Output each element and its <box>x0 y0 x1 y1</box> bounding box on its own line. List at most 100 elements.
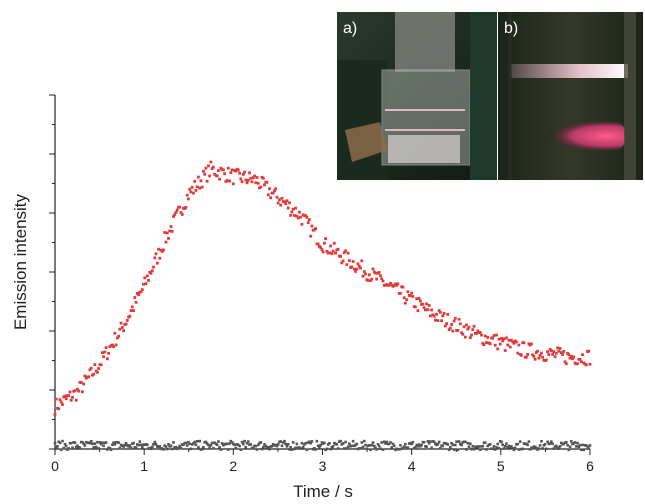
grey-data-point <box>441 444 445 448</box>
red-data-point <box>461 332 465 336</box>
red-data-point <box>564 362 568 366</box>
red-data-point <box>283 200 286 204</box>
red-data-point <box>308 218 311 222</box>
red-data-point <box>458 322 462 326</box>
x-axis-title: Time / s <box>293 482 353 501</box>
red-data-point <box>578 358 582 361</box>
red-data-point <box>497 337 501 341</box>
red-data-point <box>178 205 182 209</box>
grey-data-point <box>416 445 420 448</box>
red-data-point <box>329 244 332 248</box>
grey-data-point <box>192 442 195 445</box>
grey-data-point <box>58 441 62 445</box>
grey-data-point <box>581 443 584 447</box>
red-data-point <box>465 323 468 327</box>
grey-data-point <box>339 439 342 443</box>
grey-data-point <box>139 443 143 447</box>
red-data-point <box>360 259 364 263</box>
red-data-point <box>406 290 410 294</box>
red-data-point <box>193 180 197 183</box>
grey-data-point <box>174 445 178 449</box>
grey-data-point <box>227 448 230 451</box>
red-data-point <box>160 250 164 253</box>
grey-data-point <box>555 444 558 448</box>
grey-data-point <box>567 448 571 452</box>
red-data-point <box>64 397 68 401</box>
red-data-point <box>101 351 104 354</box>
grey-data-point <box>380 441 383 444</box>
red-data-point <box>516 351 520 355</box>
red-data-point <box>568 356 572 360</box>
red-data-point <box>330 252 334 256</box>
red-data-point <box>274 187 278 191</box>
red-data-point <box>169 225 173 228</box>
red-data-point <box>325 250 329 253</box>
series-grey-points <box>53 439 592 452</box>
red-data-point <box>424 308 427 312</box>
grey-data-point <box>240 440 244 444</box>
grey-data-point <box>169 444 173 448</box>
grey-data-point <box>63 442 67 446</box>
grey-data-point <box>200 447 204 451</box>
red-data-point <box>217 169 220 172</box>
red-data-point <box>63 394 67 398</box>
grey-data-point <box>276 443 280 446</box>
red-data-point <box>503 349 507 352</box>
grey-data-point <box>228 442 231 445</box>
red-data-point <box>430 308 433 312</box>
red-data-point <box>111 343 114 347</box>
grey-data-point <box>178 444 181 448</box>
grey-data-point <box>531 447 534 450</box>
red-data-point <box>486 335 490 339</box>
red-data-point <box>229 171 233 174</box>
photo-b-emission-spot <box>530 122 625 150</box>
grey-data-point <box>247 440 250 443</box>
grey-data-point <box>238 444 241 448</box>
grey-data-point <box>391 442 395 446</box>
grey-data-point <box>210 441 214 445</box>
grey-data-point <box>283 439 286 443</box>
grey-data-point <box>56 445 59 448</box>
grey-data-point <box>565 441 568 444</box>
red-data-point <box>549 349 553 353</box>
red-data-point <box>143 276 147 280</box>
red-data-point <box>505 336 508 340</box>
red-data-point <box>436 319 440 322</box>
grey-data-point <box>377 444 381 448</box>
red-data-point <box>97 367 100 370</box>
red-data-point <box>526 353 529 356</box>
grey-data-point <box>470 447 473 451</box>
grey-data-point <box>351 439 355 443</box>
grey-data-point <box>263 443 266 446</box>
grey-data-point <box>425 445 428 448</box>
red-data-point <box>285 199 289 203</box>
red-data-point <box>128 314 132 318</box>
red-data-point <box>500 336 503 340</box>
red-data-point <box>140 288 144 291</box>
red-data-point <box>389 281 392 285</box>
red-data-point <box>73 389 77 393</box>
red-data-point <box>88 368 92 372</box>
grey-data-point <box>578 443 582 447</box>
red-data-point <box>324 237 327 240</box>
red-data-point <box>122 329 125 333</box>
red-data-point <box>562 350 566 353</box>
grey-data-point <box>477 445 481 448</box>
red-data-point <box>218 177 221 181</box>
x-tick-label: 5 <box>497 458 505 474</box>
grey-data-point <box>432 440 436 443</box>
grey-data-point <box>106 448 109 451</box>
red-data-point <box>508 345 512 349</box>
grey-data-point <box>123 443 127 447</box>
grey-data-point <box>234 446 238 450</box>
grey-data-point <box>318 446 321 449</box>
grey-data-point <box>406 446 410 449</box>
red-data-point <box>404 301 407 305</box>
red-data-point <box>271 191 275 195</box>
red-data-point <box>422 306 426 310</box>
grey-data-point <box>376 443 380 446</box>
grey-data-point <box>185 444 189 447</box>
red-data-point <box>440 319 443 323</box>
grey-data-point <box>64 444 68 448</box>
red-data-point <box>314 227 317 230</box>
